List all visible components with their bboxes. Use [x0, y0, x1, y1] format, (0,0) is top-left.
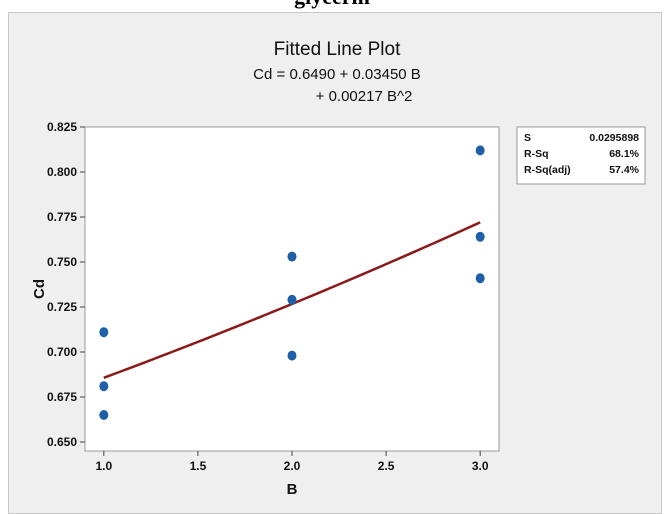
stat-value: 0.0295898: [589, 132, 639, 144]
data-point: [475, 231, 485, 242]
x-axis-label: B: [287, 481, 298, 498]
stat-label: S: [524, 132, 531, 144]
stat-value: 68.1%: [609, 148, 639, 160]
equation-line-1: Cd = 0.6490 + 0.03450 B: [253, 66, 421, 83]
data-point: [99, 327, 109, 338]
data-point: [99, 410, 109, 420]
data-point: [287, 350, 297, 361]
y-tick-label: 0.650: [47, 435, 77, 449]
data-point: [287, 294, 297, 305]
y-axis-label: Cd: [31, 279, 48, 299]
y-tick-label: 0.725: [47, 300, 77, 314]
x-tick-label: 2.5: [378, 459, 395, 473]
x-tick-label: 1.5: [190, 459, 207, 473]
data-point: [99, 381, 109, 392]
plot-area: [84, 126, 500, 452]
stat-label: R-Sq: [524, 148, 549, 160]
data-point: [475, 145, 485, 156]
y-tick-label: 0.750: [47, 255, 77, 269]
x-tick-label: 1.0: [95, 459, 112, 473]
stat-value: 57.4%: [609, 164, 639, 176]
document-caption: glycerin: [0, 0, 664, 10]
y-tick-label: 0.775: [47, 210, 77, 224]
y-axis-ticks: 0.650 0.675 0.700 0.725 0.750 0.775 0.800 0.825: [47, 120, 85, 449]
equation-line-2: + 0.00217 B^2: [316, 88, 413, 105]
y-tick-label: 0.675: [47, 390, 77, 404]
y-tick-label: 0.825: [47, 120, 77, 134]
data-point: [475, 273, 485, 284]
stat-label: R-Sq(adj): [524, 164, 571, 176]
stats-box: S 0.0295898 R-Sq 68.1% R-Sq(adj) 57.4%: [516, 126, 646, 185]
x-tick-label: 2.0: [284, 459, 301, 473]
chart-title: Fitted Line Plot: [274, 39, 401, 60]
y-tick-label: 0.700: [47, 345, 77, 359]
data-points: [99, 145, 485, 420]
x-axis-ticks: 1.0 1.5 2.0 2.5 3.0: [95, 451, 489, 473]
data-point: [287, 251, 297, 262]
x-tick-label: 3.0: [472, 459, 489, 473]
y-tick-label: 0.800: [47, 165, 77, 179]
